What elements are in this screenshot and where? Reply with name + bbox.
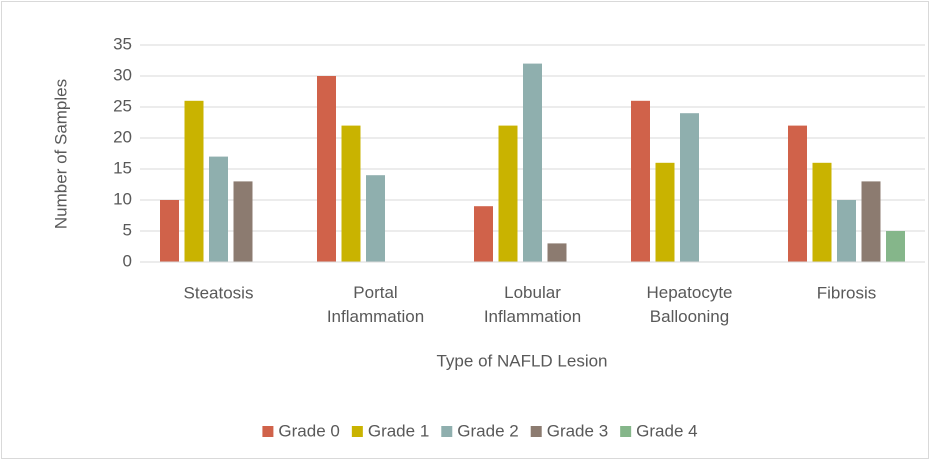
bar xyxy=(886,231,905,262)
legend-label: Grade 1 xyxy=(368,421,429,440)
y-tick-label: 0 xyxy=(123,251,132,270)
bar xyxy=(498,125,518,262)
x-tick-label: Fibrosis xyxy=(817,283,877,302)
x-axis-title: Type of NAFLD Lesion xyxy=(436,351,607,370)
x-tick-label: Portal Inflammation xyxy=(327,283,424,326)
y-tick-label: 10 xyxy=(113,189,132,208)
legend-label: Grade 0 xyxy=(278,421,339,440)
legend-label: Grade 4 xyxy=(636,421,697,440)
bar xyxy=(160,200,179,262)
legend-label: Grade 2 xyxy=(457,421,518,440)
bar xyxy=(523,63,542,262)
bar xyxy=(812,162,832,262)
y-tick-label: 20 xyxy=(113,127,132,146)
bar xyxy=(788,125,807,262)
x-tick-label: Steatosis xyxy=(184,283,254,302)
bar xyxy=(366,175,385,262)
bar xyxy=(317,76,336,262)
y-tick-label: 25 xyxy=(113,96,132,115)
y-tick-label: 30 xyxy=(113,65,132,84)
bar xyxy=(341,125,361,262)
bar xyxy=(631,100,650,262)
legend-swatch xyxy=(441,426,453,437)
x-tick-label: Hepatocyte Ballooning xyxy=(647,283,733,326)
y-tick-label: 5 xyxy=(123,220,132,239)
legend-swatch xyxy=(351,426,363,437)
bar xyxy=(837,200,856,262)
bar xyxy=(474,206,493,262)
bar xyxy=(861,181,881,262)
bar xyxy=(547,243,567,262)
bar xyxy=(184,100,204,262)
legend-swatch xyxy=(620,426,632,437)
legend-swatch xyxy=(530,426,542,437)
bar xyxy=(209,156,228,262)
y-tick-label: 35 xyxy=(113,34,132,53)
legend-label: Grade 3 xyxy=(547,421,608,440)
y-axis-title: Number of Samples xyxy=(51,79,70,229)
y-tick-label: 15 xyxy=(113,158,132,177)
bar xyxy=(233,181,253,262)
bar xyxy=(655,162,675,262)
x-tick-label: Lobular Inflammation xyxy=(484,283,581,326)
bar xyxy=(680,113,699,262)
legend-swatch xyxy=(262,426,274,437)
